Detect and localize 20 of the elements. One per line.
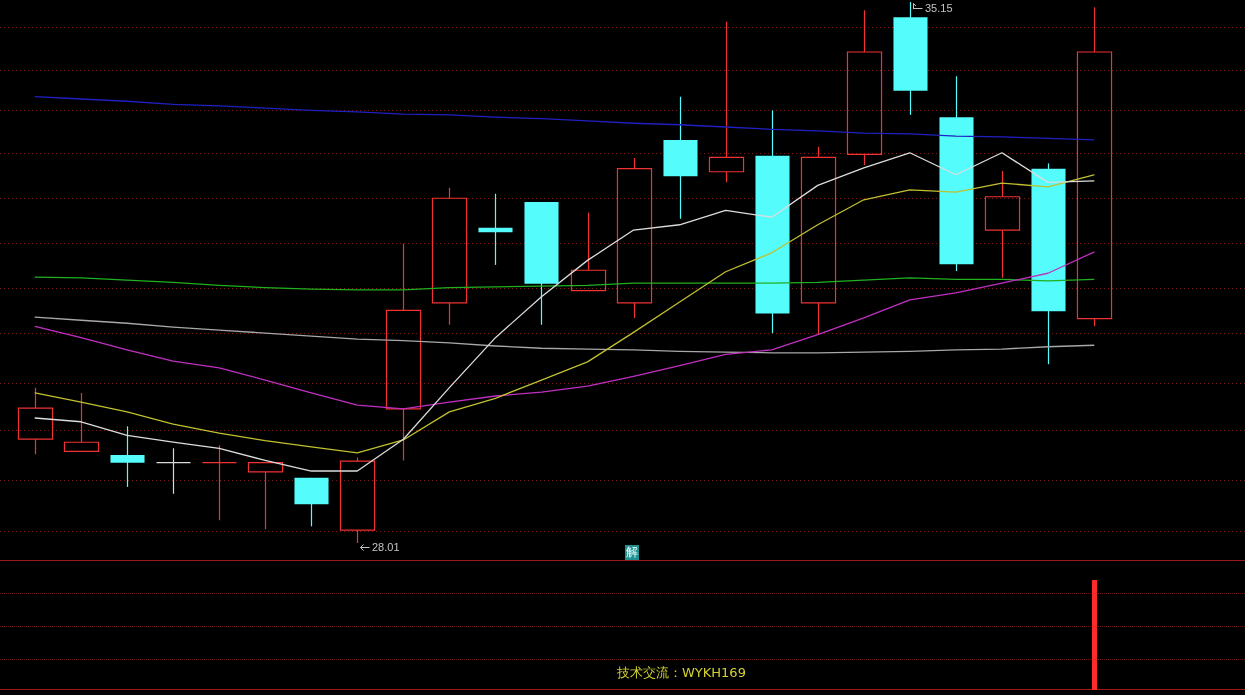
candlestick <box>63 392 100 452</box>
candlestick <box>431 187 468 326</box>
candlestick <box>846 9 883 166</box>
candlestick <box>800 146 837 336</box>
candlestick <box>1076 6 1113 327</box>
candlestick <box>17 387 54 455</box>
annotation: 28.01 <box>372 540 400 554</box>
candlestick <box>984 170 1021 279</box>
candlestick <box>708 21 745 183</box>
candlestick <box>616 157 653 319</box>
candlestick <box>110 425 145 488</box>
text: 解 <box>625 545 639 560</box>
candlestick <box>155 447 192 495</box>
annotation: 35.15 <box>925 1 953 15</box>
candlestick <box>385 243 422 462</box>
candlestick <box>478 193 513 266</box>
candlestick <box>201 444 238 521</box>
candlestick <box>570 212 607 292</box>
text: 技术交流：WYKH169 <box>617 665 746 680</box>
candlestick <box>247 462 284 530</box>
